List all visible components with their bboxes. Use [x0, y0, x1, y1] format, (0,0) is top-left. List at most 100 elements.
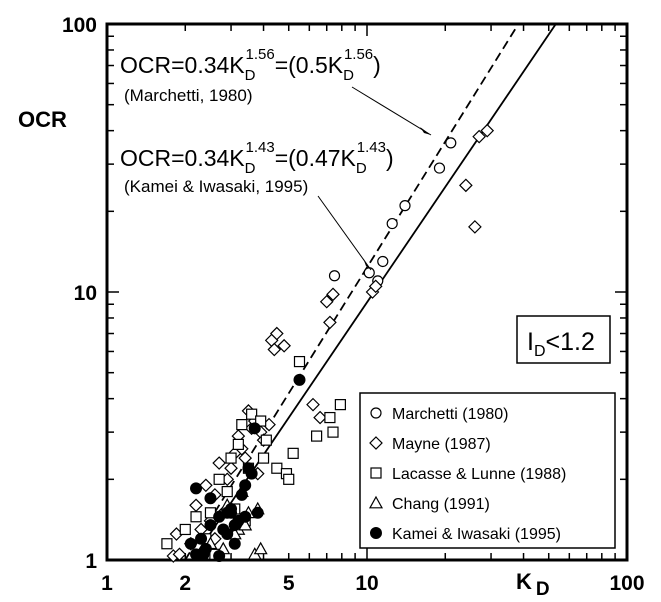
data-point — [334, 399, 346, 411]
kamei-citation: (Kamei & Iwasaki, 1995) — [124, 177, 308, 196]
data-point — [245, 467, 258, 480]
inset-label-box — [516, 315, 611, 364]
data-point — [326, 287, 340, 302]
marchetti-equation: OCR=0.34KD1.56=(0.5KD1.56) — [120, 46, 381, 84]
y-tick-label: 10 — [74, 282, 97, 305]
x-tick-label: 2 — [179, 572, 191, 595]
series-kamei-iwasaki-1995 — [184, 373, 306, 562]
marchetti-line — [184, 23, 520, 561]
kamei-leader-arrowhead — [363, 258, 371, 270]
x-axis-title-main: K — [516, 569, 532, 594]
data-point — [190, 511, 202, 523]
x-axis-title-sub: D — [536, 579, 550, 600]
data-point — [287, 447, 299, 459]
legend-label-marchetti-1980: Marchetti (1980) — [392, 406, 509, 423]
series-lacasse-lunne-1988 — [161, 355, 346, 560]
data-point — [468, 220, 482, 234]
data-point — [269, 326, 284, 341]
data-point — [161, 538, 173, 550]
data-point — [313, 410, 327, 425]
data-point — [328, 270, 341, 282]
data-point — [293, 373, 306, 386]
legend-label-chang-1991: Chang (1991) — [392, 496, 490, 513]
data-point — [189, 498, 203, 513]
y-axis-title: OCR — [18, 107, 67, 132]
legend-label-kamei-iwasaki-1995: Kamei & Iwasaki (1995) — [392, 526, 561, 543]
data-point — [221, 485, 233, 498]
data-point — [257, 452, 270, 464]
x-tick-label: 5 — [283, 572, 295, 595]
y-tick-label: 100 — [62, 14, 97, 37]
data-point — [195, 532, 208, 545]
data-point — [236, 419, 248, 431]
data-point — [212, 456, 227, 470]
data-point — [327, 426, 339, 438]
data-point — [377, 255, 389, 268]
data-point — [221, 528, 234, 541]
marchetti-leader-arrowhead — [420, 127, 431, 135]
data-point — [225, 452, 237, 464]
data-point — [199, 478, 213, 493]
x-tick-label: 1 — [101, 572, 113, 595]
data-point — [480, 123, 495, 138]
data-point — [190, 482, 203, 495]
legend-label-lacasse-lunne-1988: Lacasse & Lunne (1988) — [392, 466, 566, 483]
inset-label: ID<1.2 — [527, 328, 595, 360]
data-point — [239, 510, 252, 523]
data-point — [271, 462, 283, 474]
data-point — [246, 408, 258, 420]
axis-ticks — [106, 24, 627, 561]
data-point — [199, 542, 212, 555]
data-point — [255, 415, 267, 427]
data-point — [399, 200, 411, 212]
data-point — [319, 294, 334, 309]
legend-marker-kamei-iwasaki-1995 — [370, 527, 382, 539]
legend-box — [359, 392, 616, 549]
x-tick-label: 100 — [609, 572, 644, 595]
data-point — [204, 492, 217, 505]
legend-marker-lacasse-lunne-1988 — [370, 467, 382, 479]
data-point — [224, 461, 238, 476]
data-point — [311, 430, 323, 442]
data-point — [293, 355, 306, 368]
data-point — [172, 547, 187, 562]
data-point — [277, 338, 291, 353]
data-point — [260, 434, 272, 446]
series-marchetti-1980 — [328, 137, 457, 287]
data-point — [253, 541, 268, 555]
data-point — [213, 550, 226, 562]
data-point — [472, 129, 487, 144]
data-points — [161, 123, 495, 563]
data-point — [386, 217, 398, 230]
data-point — [251, 506, 264, 519]
kamei-equation: OCR=0.34KD1.43=(0.47KD1.43) — [120, 139, 394, 177]
data-point — [239, 479, 252, 492]
data-point — [363, 267, 375, 279]
data-point — [213, 473, 225, 485]
marchetti-citation: (Marchetti, 1980) — [124, 86, 253, 105]
data-point — [368, 279, 383, 294]
data-point — [306, 397, 320, 412]
legend-label-mayne-1987: Mayne (1987) — [392, 436, 491, 453]
x-tick-label: 10 — [355, 572, 378, 595]
y-tick-label: 1 — [85, 550, 97, 573]
legend-marker-chang-1991 — [368, 495, 384, 509]
data-point — [267, 342, 282, 357]
data-point — [179, 523, 191, 536]
legend-marker-mayne-1987 — [369, 436, 383, 450]
axis-tick-labels: 1 2 5 10 100 1 10 100 — [62, 14, 645, 595]
data-point — [184, 537, 197, 550]
kamei-leader-line — [317, 195, 372, 271]
legend: Marchetti (1980) Mayne (1987) Lacasse & Lu… — [359, 392, 616, 549]
data-point — [232, 438, 244, 450]
marchetti-leader-line — [351, 86, 432, 136]
data-point — [323, 315, 337, 330]
data-point — [204, 519, 217, 532]
data-point — [324, 411, 336, 424]
data-point — [459, 178, 473, 193]
data-point — [225, 506, 238, 519]
legend-marker-marchetti-1980 — [370, 407, 382, 419]
data-point — [248, 422, 261, 435]
data-point — [283, 473, 295, 485]
